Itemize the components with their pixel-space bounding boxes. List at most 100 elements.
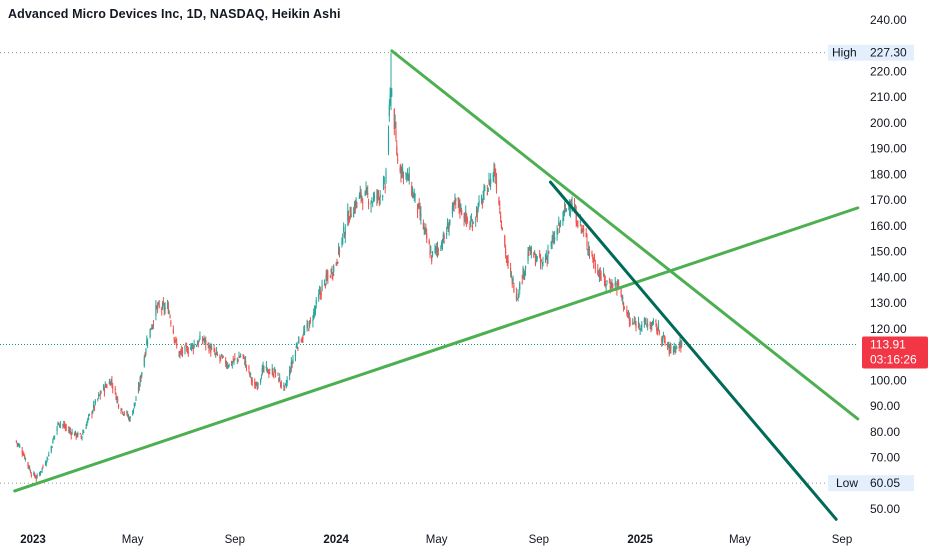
candle-body: [245, 361, 247, 364]
candle: [523, 268, 525, 281]
candle-body: [47, 458, 49, 460]
candle: [559, 219, 562, 228]
candle-body: [580, 225, 582, 228]
candle: [187, 346, 189, 357]
x-tick-label: Sep: [529, 534, 549, 546]
candle: [388, 99, 390, 122]
candle-body: [579, 221, 581, 223]
candle: [192, 344, 194, 355]
candle-body: [161, 303, 164, 308]
candle-body: [463, 215, 465, 219]
candle-body: [104, 384, 106, 388]
candle: [382, 175, 385, 191]
candle: [435, 246, 437, 255]
candle-body: [93, 405, 96, 408]
candle-body: [123, 413, 125, 415]
candle-body: [39, 472, 41, 476]
candle: [117, 403, 120, 409]
candle: [121, 408, 123, 411]
candle: [411, 181, 413, 197]
y-tick-label: 200.00: [870, 116, 907, 130]
candle: [382, 194, 384, 201]
candle-body: [518, 294, 520, 297]
candle-body: [407, 176, 410, 181]
candle-body: [442, 234, 444, 242]
candle-body: [215, 353, 217, 355]
candle: [207, 342, 209, 349]
candle-body: [350, 213, 352, 218]
candle-body: [228, 363, 230, 367]
candle: [42, 464, 44, 469]
candle-body: [127, 414, 129, 417]
candle-body: [207, 343, 209, 345]
candle: [603, 273, 606, 287]
candle-body: [563, 210, 565, 213]
candle-body: [478, 200, 480, 205]
high-tag-value: 227.30: [870, 46, 907, 60]
candle-body: [163, 306, 165, 311]
candle-body: [267, 369, 269, 374]
candle: [524, 265, 527, 276]
candle: [343, 222, 345, 234]
candle: [63, 421, 66, 429]
candle-body: [170, 321, 172, 324]
candle-body: [586, 241, 588, 247]
candle: [569, 200, 571, 218]
candle: [64, 423, 66, 432]
candle: [181, 345, 183, 356]
candle-body: [23, 454, 25, 456]
candle-body: [251, 380, 253, 382]
candle-body: [569, 207, 571, 210]
candle-body: [599, 272, 601, 276]
candle: [158, 299, 160, 309]
candle: [94, 399, 96, 406]
candle-body: [87, 418, 89, 421]
candle: [175, 336, 177, 343]
candle-body: [476, 214, 478, 217]
candle: [440, 245, 442, 251]
candle: [484, 185, 486, 192]
candle-body: [632, 322, 634, 324]
candle-body: [238, 357, 240, 359]
candle: [76, 433, 78, 438]
candle: [546, 255, 548, 267]
candle-body: [512, 278, 514, 281]
candle: [361, 195, 363, 202]
candle: [83, 429, 85, 433]
candle-body: [604, 280, 606, 286]
candle-body: [34, 473, 36, 477]
candle-body: [75, 433, 77, 437]
candle-body: [233, 358, 235, 360]
candle: [477, 202, 479, 213]
candle-body: [609, 285, 611, 288]
candle: [586, 233, 588, 251]
candle: [279, 381, 282, 388]
candle: [482, 190, 484, 203]
candle: [563, 201, 566, 217]
candle-body: [656, 327, 658, 332]
candle-body: [83, 431, 85, 433]
candle: [536, 256, 538, 262]
candle-body: [396, 146, 398, 154]
candle: [132, 408, 135, 414]
candle-body: [563, 208, 566, 210]
candle: [553, 232, 555, 245]
candle-body: [168, 312, 170, 314]
candle: [295, 342, 297, 349]
candle-body: [344, 231, 346, 236]
candle-body: [240, 356, 242, 358]
candle-body: [487, 188, 489, 192]
candle: [271, 364, 273, 376]
candle-body: [646, 324, 648, 326]
candle-body: [544, 258, 547, 260]
candle: [635, 320, 637, 332]
candle: [540, 258, 542, 263]
candle: [155, 300, 157, 321]
candle: [47, 458, 49, 460]
candle: [139, 375, 141, 387]
candle-body: [673, 345, 675, 349]
candle: [45, 460, 47, 467]
candle-body: [309, 320, 312, 322]
candle-body: [382, 182, 385, 189]
